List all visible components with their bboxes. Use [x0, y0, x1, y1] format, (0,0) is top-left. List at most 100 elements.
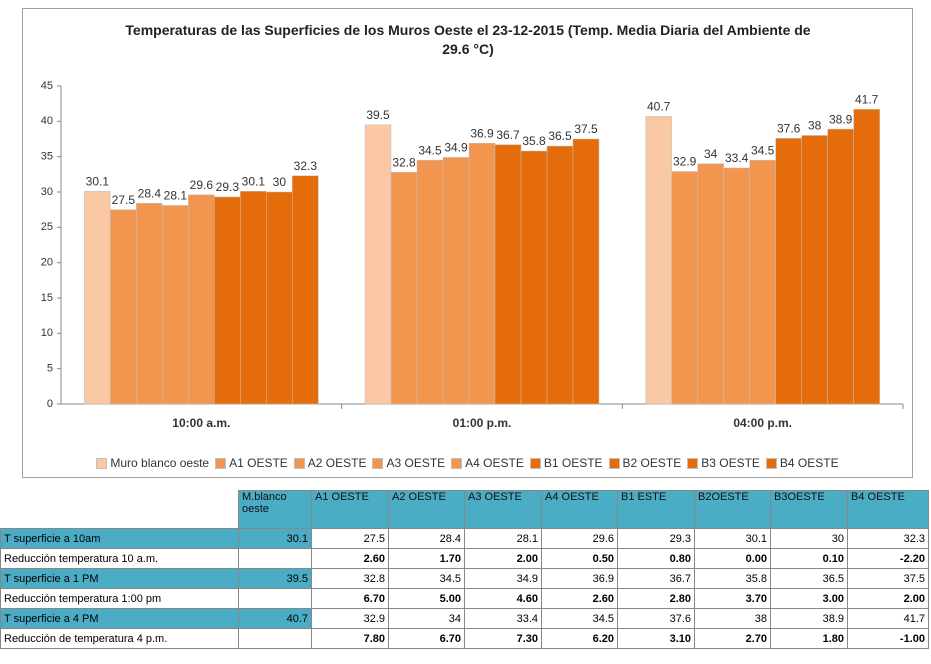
legend-item: A4 OESTE	[451, 456, 524, 470]
header-cell: B1 ESTE	[617, 490, 695, 529]
header-cell: A4 OESTE	[541, 490, 618, 529]
table-cell	[238, 628, 312, 649]
y-tick-label: 25	[41, 221, 53, 233]
value-label: 30.1	[86, 174, 110, 188]
value-label: 32.9	[673, 155, 697, 169]
table-cell: 35.8	[694, 568, 771, 589]
bar	[136, 203, 163, 405]
value-label: 37.6	[777, 121, 801, 135]
table-cell: 6.70	[388, 628, 465, 649]
bar	[546, 145, 574, 405]
chart-title: Temperaturas de las Superficies de los M…	[125, 22, 811, 57]
value-label: 34.9	[444, 141, 468, 155]
y-tick-label: 45	[41, 80, 53, 92]
table-cell: 4.60	[464, 588, 542, 609]
y-tick-label: 10	[41, 327, 53, 339]
table-cell: 30.1	[694, 528, 771, 549]
bar	[749, 159, 776, 405]
legend-label: A3 OESTE	[386, 456, 446, 470]
value-label: 39.5	[366, 108, 390, 122]
legend-swatch	[529, 457, 541, 469]
table-cell: T superficie a 10am	[0, 528, 239, 549]
header-cell: A3 OESTE	[464, 490, 542, 529]
table-cell: 32.3	[847, 528, 929, 549]
bar	[572, 138, 600, 405]
bar	[266, 191, 293, 405]
value-label: 34.5	[418, 143, 442, 157]
table-cell: 6.20	[541, 628, 618, 649]
table-cell: 32.9	[311, 608, 389, 629]
value-label: 28.1	[164, 189, 188, 203]
table-cell: 36.7	[617, 568, 695, 589]
value-label: 41.7	[855, 92, 879, 106]
table-cell: 7.80	[311, 628, 389, 649]
table-cell: 5.00	[388, 588, 465, 609]
value-label: 28.4	[138, 186, 162, 200]
x-tick-label: 04:00 p.m.	[733, 416, 792, 430]
value-label: 27.5	[112, 193, 136, 207]
table-cell: 34.5	[541, 608, 618, 629]
value-label: 40.7	[647, 100, 671, 114]
header-cell: B3OESTE	[770, 490, 848, 529]
y-tick-label: 30	[41, 186, 53, 198]
legend-label: A2 OESTE	[307, 456, 367, 470]
table-cell	[238, 548, 312, 569]
legend-label: A4 OESTE	[465, 456, 524, 470]
table-cell: 33.4	[464, 608, 542, 629]
table-cell: T superficie a 1 PM	[0, 568, 239, 589]
header-cell: M.blanco oeste	[238, 490, 312, 529]
legend-swatch	[765, 457, 777, 469]
table-row: Reducción temperatura 10 a.m. 2.60 1.70 2.0…	[0, 548, 929, 569]
chart: Temperaturas de las Superficies de los M…	[22, 8, 913, 478]
y-tick-label: 0	[47, 398, 53, 410]
table-cell: 39.5	[238, 568, 312, 589]
table-cell: 29.3	[617, 528, 695, 549]
table-cell: 37.6	[617, 608, 695, 629]
value-label: 36.5	[548, 129, 572, 143]
header-row: M.blanco oeste A1 OESTE A2 OESTE A3 OESTE A4…	[0, 490, 929, 529]
legend-label: Muro blanco oeste	[110, 456, 210, 470]
table-row: Reducción temperatura 1:00 pm 6.70 5.00 4.6…	[0, 588, 929, 609]
table-cell: -2.20	[847, 548, 929, 569]
table-row: T superficie a 4 PM 40.7 32.9 34 33.4 34.5 37.…	[0, 608, 929, 629]
bar	[442, 157, 470, 405]
header-cell	[0, 490, 239, 529]
legend-swatch	[608, 457, 620, 469]
bar	[214, 196, 241, 405]
bar	[494, 144, 522, 405]
table-cell: 38.9	[770, 608, 848, 629]
value-label: 29.6	[190, 178, 214, 192]
table-cell: 3.70	[694, 588, 771, 609]
table-cell: 1.80	[770, 628, 848, 649]
bar	[292, 175, 319, 405]
table-cell: 32.8	[311, 568, 389, 589]
value-label: 30.1	[242, 174, 266, 188]
legend-swatch	[96, 457, 108, 469]
table-cell: 0.50	[541, 548, 618, 569]
table-cell: 37.5	[847, 568, 929, 589]
table-cell	[238, 588, 312, 609]
table-row: T superficie a 10am 30.1 27.5 28.4 28.1 29.6 2…	[0, 528, 929, 549]
table-cell: 1.70	[388, 548, 465, 569]
value-label: 33.4	[725, 151, 749, 165]
table-cell: 2.70	[694, 628, 771, 649]
bar	[853, 109, 880, 405]
table-cell: 34.5	[388, 568, 465, 589]
bar	[240, 191, 267, 405]
data-table: M.blanco oeste A1 OESTE A2 OESTE A3 OESTE A4…	[0, 490, 929, 649]
value-label: 37.5	[574, 122, 598, 136]
table-cell: 2.80	[617, 588, 695, 609]
legend-label: B1 OESTE	[543, 456, 603, 470]
bar	[162, 205, 189, 405]
y-tick-label: 40	[41, 115, 53, 127]
bar	[801, 135, 828, 405]
table-cell: 34.9	[464, 568, 542, 589]
table-cell: Reducción temperatura 10 a.m.	[0, 548, 239, 569]
bar	[520, 150, 548, 405]
table-cell: 30.1	[238, 528, 312, 549]
bar	[364, 124, 392, 405]
bar	[84, 191, 111, 405]
value-label: 38	[808, 119, 822, 133]
table-cell: 2.00	[847, 588, 929, 609]
